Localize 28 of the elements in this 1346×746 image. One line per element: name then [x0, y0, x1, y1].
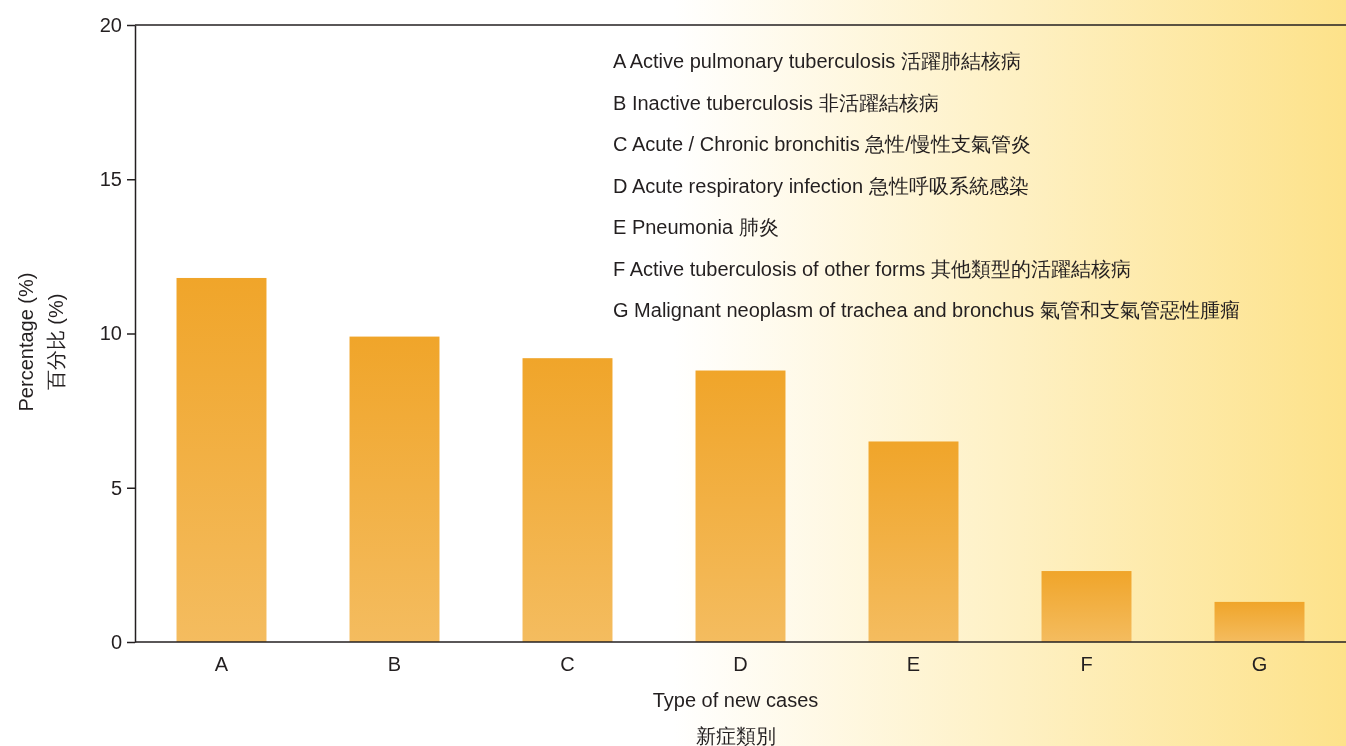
y-tick-label: 15 — [99, 168, 122, 191]
annotation: D Acute respiratory infection 急性呼吸系統感染 — [613, 174, 1029, 197]
annotation: C Acute / Chronic bronchitis 急性/慢性支氣管炎 — [613, 133, 1031, 155]
x-axis-title: Type of new cases 新症類別 — [652, 689, 819, 746]
y-tick-label: 20 — [99, 13, 122, 36]
annotation: B Inactive tuberculosis 非活躍結核病 — [613, 91, 939, 114]
x-tick-label: G — [1251, 653, 1268, 675]
annotation: G Malignant neoplasm of trachea and bronchus 氣管和支氣管惡性腫瘤 — [613, 299, 1240, 321]
annotation: E Pneumonia 肺炎 — [613, 216, 779, 238]
bar — [522, 358, 613, 642]
x-tick-label: A — [214, 653, 229, 675]
y-axis-title: Percentage (%) 百分比 (%) — [15, 272, 67, 412]
bar — [868, 441, 959, 642]
x-tick-label: C — [560, 653, 575, 675]
annotation: F Active tuberculosis of other forms 其他類型的活躍結核病 — [613, 257, 1131, 280]
x-tick-label: D — [733, 653, 748, 675]
bar — [1041, 571, 1132, 642]
y-tick-label: 0 — [110, 630, 122, 653]
bar — [1214, 601, 1305, 642]
bar — [176, 277, 267, 642]
x-tick-label: F — [1080, 653, 1093, 675]
annotation: A Active pulmonary tuberculosis 活躍肺結核病 — [613, 50, 1021, 72]
bar — [695, 370, 786, 642]
y-tick-label: 10 — [99, 322, 122, 345]
x-tick-label: E — [906, 653, 921, 675]
x-tick-label: B — [387, 653, 402, 675]
y-tick-label: 5 — [110, 476, 122, 499]
bar — [349, 336, 440, 642]
